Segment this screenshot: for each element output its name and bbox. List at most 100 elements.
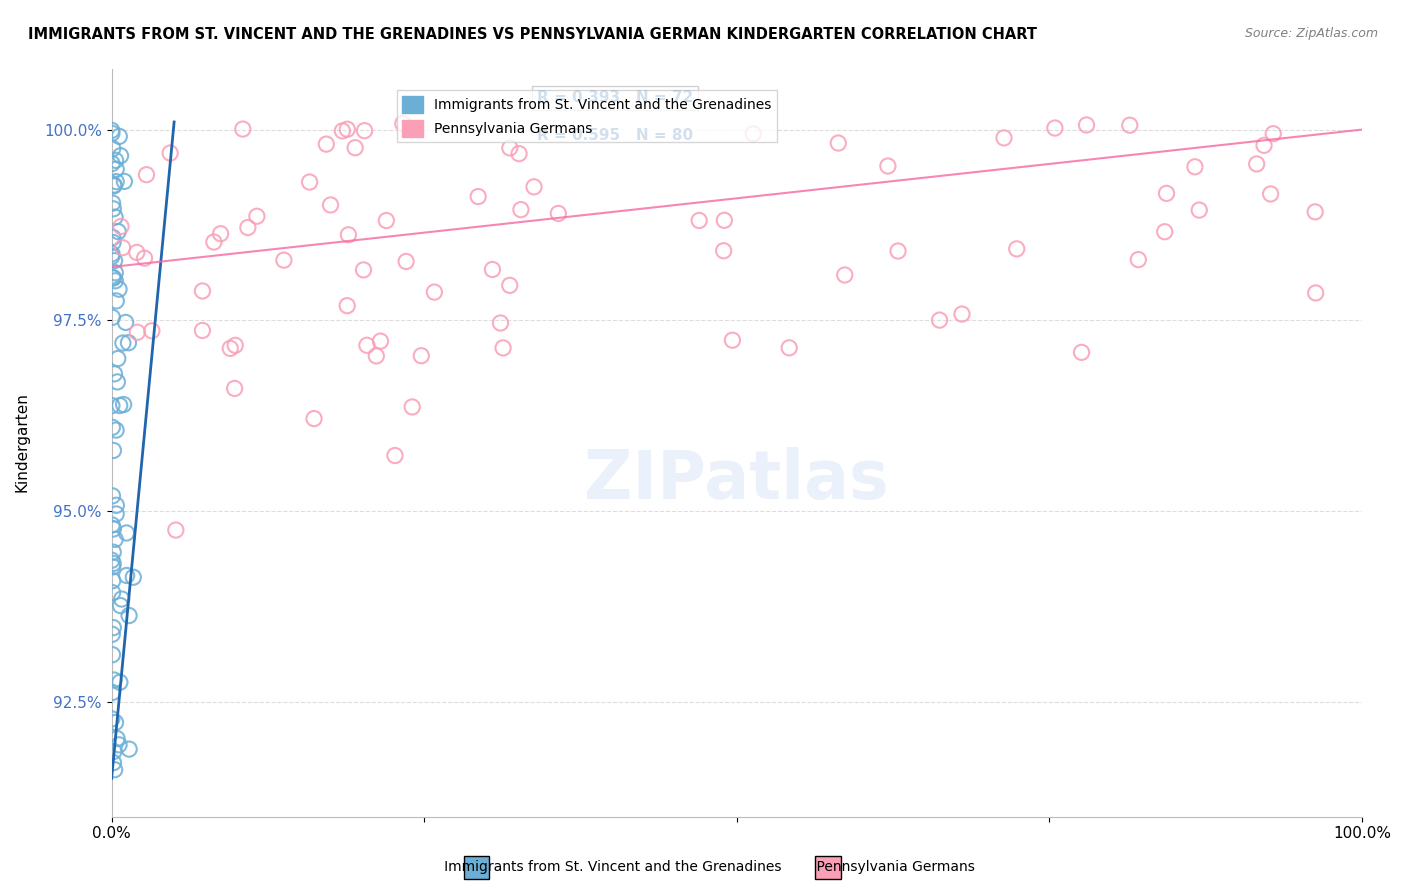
Point (104, 274, 127, 288)
Point (107, 225, 129, 239)
Point (101, 156, 124, 170)
Point (395, 254, 418, 268)
Point (118, 608, 141, 623)
Point (103, 545, 125, 559)
Point (103, 744, 125, 758)
Point (1076, 118, 1098, 132)
Point (101, 142, 124, 156)
Point (375, 213, 398, 227)
Point (950, 307, 973, 321)
Point (135, 168, 157, 182)
Text: R = 0.595   N = 80: R = 0.595 N = 80 (537, 128, 693, 143)
Point (202, 235, 225, 249)
Point (108, 282, 131, 296)
Point (101, 126, 124, 140)
Point (489, 316, 512, 330)
Point (108, 399, 131, 413)
Point (353, 123, 375, 137)
Point (366, 349, 388, 363)
Point (1303, 204, 1326, 219)
Point (115, 525, 138, 540)
Point (492, 341, 515, 355)
Point (104, 763, 127, 777)
Point (100, 123, 122, 137)
Point (411, 349, 433, 363)
Point (101, 247, 124, 261)
Point (401, 400, 423, 414)
Point (1260, 186, 1282, 201)
Point (1128, 252, 1150, 267)
Point (108, 675, 131, 690)
Point (111, 336, 134, 351)
Point (778, 341, 800, 355)
Point (108, 129, 131, 144)
Point (105, 423, 128, 437)
Point (112, 174, 135, 188)
Point (302, 411, 325, 425)
Point (103, 202, 125, 216)
Point (134, 251, 156, 265)
Point (224, 338, 246, 352)
Point (356, 338, 378, 352)
Point (742, 127, 765, 141)
Point (105, 375, 128, 389)
Text: IMMIGRANTS FROM ST. VINCENT AND THE GRENADINES VS PENNSYLVANIA GERMAN KINDERGART: IMMIGRANTS FROM ST. VINCENT AND THE GREN… (28, 27, 1038, 42)
Point (105, 293, 128, 308)
Point (1253, 138, 1275, 153)
Point (246, 209, 269, 223)
Point (827, 136, 849, 150)
Point (509, 202, 531, 217)
Point (159, 146, 181, 161)
Point (209, 227, 232, 241)
Point (547, 206, 569, 220)
Point (103, 557, 125, 571)
Point (1263, 127, 1285, 141)
Text: R = 0.393   N = 72: R = 0.393 N = 72 (537, 90, 693, 105)
Text: ZIPatlas: ZIPatlas (585, 447, 889, 513)
Point (105, 731, 128, 746)
Point (103, 522, 125, 536)
Point (191, 323, 214, 337)
Point (105, 162, 128, 177)
Point (101, 420, 124, 434)
Point (118, 742, 141, 756)
Point (103, 271, 125, 285)
Point (103, 443, 125, 458)
Point (191, 284, 214, 298)
Text: Source: ZipAtlas.com: Source: ZipAtlas.com (1244, 27, 1378, 40)
Point (236, 220, 259, 235)
Point (101, 585, 124, 599)
Point (103, 673, 125, 687)
Point (101, 230, 124, 244)
Point (523, 179, 546, 194)
Point (108, 738, 131, 752)
Point (165, 523, 187, 537)
Point (101, 648, 124, 662)
Point (103, 178, 125, 192)
Text: Immigrants from St. Vincent and the Grenadines        Pennsylvania Germans: Immigrants from St. Vincent and the Gren… (432, 860, 974, 874)
Point (104, 210, 127, 224)
Point (423, 285, 446, 299)
Point (101, 270, 124, 285)
Point (101, 399, 124, 413)
Point (115, 568, 138, 582)
Point (105, 175, 128, 189)
Point (103, 178, 125, 193)
Point (315, 137, 337, 152)
Point (110, 219, 132, 234)
Point (336, 122, 359, 136)
Point (101, 196, 124, 211)
Point (101, 250, 124, 264)
Point (114, 315, 136, 329)
Point (104, 266, 127, 280)
Point (117, 335, 139, 350)
Point (688, 213, 710, 227)
Point (1119, 118, 1142, 132)
Point (337, 227, 360, 242)
Point (993, 131, 1015, 145)
Point (1005, 242, 1028, 256)
Point (141, 324, 163, 338)
Point (103, 253, 125, 268)
Point (101, 310, 124, 325)
Point (104, 715, 127, 730)
